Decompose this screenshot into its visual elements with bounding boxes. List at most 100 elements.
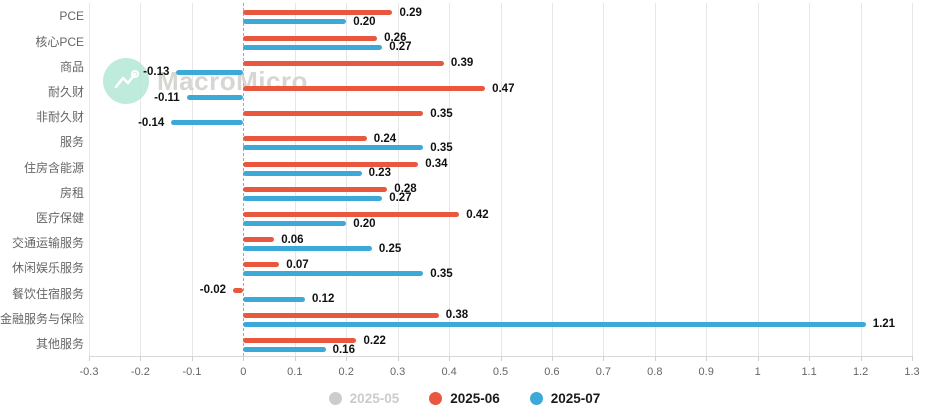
bar-2025-06[interactable] [243, 237, 275, 243]
bar-2025-07[interactable] [243, 321, 866, 327]
grid-line [551, 3, 553, 356]
bar-2025-07[interactable] [243, 221, 347, 226]
bar-2025-06[interactable] [243, 338, 357, 344]
bar-2025-07[interactable] [243, 44, 383, 50]
bar-2025-07[interactable] [243, 170, 362, 176]
bar-2025-06[interactable] [243, 35, 377, 41]
axis-tick-mark [500, 356, 502, 361]
category-label: 交通运输服务 [11, 236, 84, 251]
x-tick-label: 0.5 [492, 366, 509, 378]
category-label: 服务 [59, 135, 84, 150]
category-label: 金融服务与保险 [0, 311, 85, 326]
axis-tick-mark [89, 356, 90, 361]
bar-2025-06[interactable] [243, 312, 439, 318]
value-label: -0.14 [138, 116, 165, 129]
category-label: 住房含能源 [23, 160, 84, 175]
bar-2025-07[interactable] [243, 19, 347, 25]
bar-2025-07[interactable] [176, 69, 244, 75]
value-label: 1.21 [872, 318, 896, 331]
grid-line [912, 3, 913, 356]
value-label: 0.23 [368, 167, 391, 180]
x-tick-label: -0.1 [182, 366, 202, 378]
legend-item-2025-05[interactable]: 2025-05 [328, 391, 400, 406]
x-axis-line [89, 356, 912, 357]
value-label: 0.42 [466, 208, 489, 221]
x-tick-label: 1.1 [801, 366, 817, 378]
axis-tick-mark [809, 356, 811, 361]
axis-tick-mark [603, 356, 605, 361]
axis-tick-mark [860, 356, 862, 361]
grid-line [449, 3, 451, 356]
value-label: 0.39 [450, 57, 474, 70]
value-label: -0.11 [154, 91, 180, 104]
bar-2025-06[interactable] [243, 136, 367, 142]
legend-item-2025-06[interactable]: 2025-06 [429, 391, 500, 406]
x-tick-label: 0.3 [389, 366, 406, 378]
value-label: 0.12 [312, 293, 335, 306]
bar-2025-07[interactable] [243, 145, 424, 151]
legend-dot-icon [429, 392, 443, 405]
bar-2025-06[interactable] [243, 212, 460, 217]
grid-line [809, 3, 811, 356]
value-label: 0.20 [353, 15, 376, 28]
value-label: 0.28 [394, 183, 417, 196]
category-label: 休闲娱乐服务 [11, 261, 84, 276]
bar-2025-06[interactable] [243, 186, 388, 192]
bar-2025-06[interactable] [233, 287, 244, 293]
grid-line [603, 3, 605, 356]
x-tick-label: -0.2 [130, 366, 150, 378]
value-label: -0.02 [199, 284, 226, 297]
bar-2025-07[interactable] [186, 95, 244, 100]
category-label: 医疗保健 [35, 211, 84, 225]
bar-2025-06[interactable] [243, 111, 424, 117]
category-label: 非耐久财 [35, 110, 84, 125]
bar-2025-06[interactable] [243, 262, 280, 268]
axis-tick-mark [706, 356, 708, 361]
legend: 2025-05 2025-06 2025-07 [0, 391, 929, 406]
value-label: 0.35 [430, 267, 453, 280]
value-label: 0.38 [445, 309, 469, 322]
category-label: 耐久财 [47, 85, 84, 99]
x-tick-label: -0.3 [79, 366, 99, 378]
bar-2025-07[interactable] [171, 120, 244, 126]
x-tick-label: 1.2 [852, 366, 869, 378]
axis-tick-mark [654, 356, 656, 361]
bar-2025-06[interactable] [243, 60, 444, 66]
bar-2025-07[interactable] [243, 296, 305, 302]
bar-2025-06[interactable] [243, 10, 393, 16]
axis-tick-mark [757, 356, 759, 361]
x-tick-label: 0.6 [544, 366, 560, 378]
x-tick-label: 1 [754, 366, 761, 378]
bar-2025-07[interactable] [243, 347, 326, 353]
grid-line [757, 3, 759, 356]
macromicro-logo-icon [103, 58, 149, 104]
bar-2025-07[interactable] [243, 195, 383, 201]
zero-line [243, 3, 245, 356]
x-tick-label: 0.2 [338, 366, 354, 378]
bar-2025-07[interactable] [243, 271, 424, 277]
legend-label: 2025-05 [349, 391, 400, 406]
bar-2025-07[interactable] [243, 246, 372, 252]
value-label: 0.35 [430, 141, 453, 154]
x-tick-label: 0.7 [595, 366, 612, 378]
legend-label: 2025-07 [550, 391, 601, 406]
axis-tick-mark [397, 356, 399, 361]
x-tick-label: 1.3 [904, 366, 920, 378]
x-tick-label: 0.1 [287, 366, 303, 378]
bar-2025-06[interactable] [243, 86, 486, 91]
axis-tick-mark [140, 356, 142, 361]
value-label: 0.07 [286, 258, 309, 271]
grid-line [860, 3, 862, 356]
axis-tick-mark [912, 356, 913, 361]
legend-item-2025-07[interactable]: 2025-07 [529, 391, 601, 406]
category-label: 房租 [59, 185, 84, 200]
category-label: 其他服务 [35, 337, 84, 352]
axis-tick-mark [449, 356, 451, 361]
value-label: 0.24 [373, 132, 397, 145]
category-label: PCE [59, 9, 84, 24]
bar-2025-06[interactable] [243, 161, 419, 167]
category-label: 商品 [59, 59, 84, 74]
value-label: 0.27 [389, 41, 412, 53]
